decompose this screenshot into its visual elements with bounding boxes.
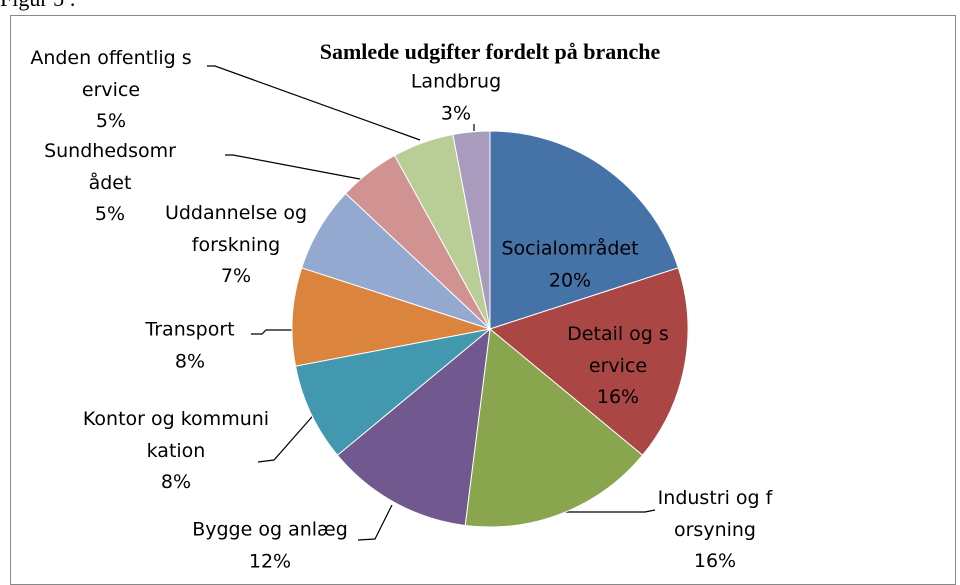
slice-label: Industri og forsyning 16% <box>655 483 775 578</box>
pie-slice <box>464 328 644 528</box>
pie-slice <box>294 328 491 456</box>
leader-line <box>257 409 319 463</box>
category-label: Bygge og anlæg <box>192 518 348 541</box>
pie-slice <box>291 267 491 367</box>
category-label: Uddannelse og forskning <box>164 201 308 256</box>
slice-label: Bygge og anlæg 12% <box>170 515 370 578</box>
chart-title: Samlede udgifter fordelt på branche <box>319 39 661 64</box>
category-label: Industri og forsyning <box>657 486 773 541</box>
pie-slice <box>488 267 689 456</box>
leader-line <box>357 504 393 541</box>
leader-line <box>225 154 366 181</box>
slice-label: Landbrug 3% <box>396 67 516 130</box>
value-label: 8% <box>174 350 206 372</box>
value-label: 20% <box>548 269 592 291</box>
category-label: Landbrug <box>410 70 502 93</box>
pie-slice <box>452 130 491 330</box>
leader-line <box>207 65 421 141</box>
slice-label: Anden offentlig service 5% <box>26 43 196 138</box>
leader-lines <box>207 65 656 541</box>
slice-label: Sundhedsområdet 5% <box>40 136 180 231</box>
pie-slice <box>489 130 679 330</box>
value-label: 7% <box>220 264 252 287</box>
category-label: Socialområdet <box>501 237 639 260</box>
caption: Figur 5 : <box>0 0 76 12</box>
pie-slice <box>336 327 491 526</box>
category-label: Anden offentlig service <box>30 46 192 101</box>
value-label: 16% <box>596 385 640 408</box>
slice-label: Detail og service 16% <box>563 319 673 414</box>
leader-line <box>565 509 656 513</box>
value-label: 12% <box>248 550 292 572</box>
value-label: 8% <box>160 470 192 493</box>
slice-label: Uddannelse og forskning 7% <box>161 198 311 293</box>
value-label: 5% <box>94 202 126 225</box>
value-label: 5% <box>95 109 127 132</box>
leader-line <box>251 329 298 335</box>
category-label: Transport <box>145 318 235 341</box>
slice-label: Socialområdet 20% <box>480 234 660 297</box>
value-label: 16% <box>693 549 737 572</box>
category-label: Detail og service <box>567 322 669 377</box>
category-label: Kontor og kommunikation <box>82 407 270 462</box>
slice-label: Transport 8% <box>120 315 260 378</box>
category-label: Sundhedsområdet <box>44 139 176 194</box>
value-label: 3% <box>440 102 472 124</box>
slice-label: Kontor og kommunikation 8% <box>81 404 271 499</box>
